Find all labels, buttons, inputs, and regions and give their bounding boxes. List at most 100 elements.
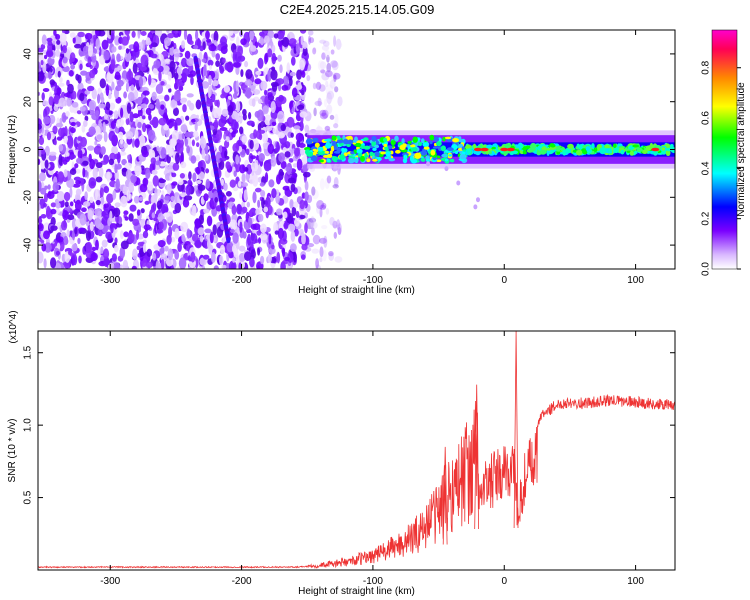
noise-cell (128, 213, 134, 222)
noise-cell (46, 205, 51, 218)
noise-cell (277, 227, 284, 240)
noise-cell (62, 56, 68, 64)
noise-cell (319, 204, 327, 210)
noise-cell (125, 131, 134, 140)
noise-cell (203, 208, 210, 214)
noise-cell (113, 262, 121, 269)
noise-cell (62, 159, 68, 165)
noise-cell (241, 182, 248, 187)
noise-cell (191, 118, 196, 123)
noise-cell (43, 258, 47, 269)
noise-cell (131, 265, 137, 269)
noise-cell (197, 184, 206, 191)
noise-cell (95, 176, 103, 183)
noise-cell (250, 223, 257, 230)
noise-cell (87, 56, 92, 66)
noise-cell (101, 219, 105, 224)
noise-cell (254, 187, 262, 193)
noise-cell (163, 37, 172, 47)
band-cell (449, 158, 455, 163)
noise-cell (74, 227, 78, 235)
band-cell (306, 151, 314, 157)
noise-cell (45, 50, 54, 58)
noise-cell (123, 91, 127, 99)
noise-cell (111, 145, 118, 155)
noise-cell (271, 188, 277, 199)
noise-cell (79, 63, 83, 71)
noise-cell (69, 118, 78, 123)
noise-cell (58, 97, 66, 108)
noise-cell (125, 48, 130, 54)
noise-cell (186, 57, 194, 67)
band-cell (465, 145, 471, 149)
noise-cell (123, 231, 129, 238)
noise-cell (38, 47, 44, 53)
noise-cell (258, 129, 266, 134)
band-cell (330, 145, 335, 152)
noise-cell (192, 172, 197, 183)
noise-cell (209, 64, 212, 70)
noise-cell (115, 178, 121, 191)
noise-cell (232, 232, 239, 244)
noise-cell (262, 132, 269, 144)
noise-cell (47, 44, 53, 51)
noise-cell (195, 99, 202, 110)
y-scale-label: (x10^4) (8, 310, 19, 343)
x-tick-label: -300 (100, 576, 120, 587)
noise-cell (74, 168, 81, 174)
noise-cell (139, 65, 147, 72)
band-cell (350, 151, 355, 155)
noise-cell (63, 45, 67, 54)
noise-cell (147, 129, 156, 141)
noise-cell (78, 142, 82, 152)
noise-cell (244, 79, 253, 86)
band-cell (336, 159, 342, 163)
noise-cell (332, 72, 341, 80)
noise-cell (235, 154, 240, 165)
noise-cell (67, 214, 75, 221)
noise-cell (75, 180, 81, 185)
band-cell (620, 149, 625, 155)
noise-cell (290, 230, 296, 242)
noise-cell (211, 93, 216, 103)
noise-cell (74, 163, 79, 169)
noise-cell (302, 41, 308, 49)
noise-cell (249, 30, 255, 41)
noise-cell (81, 124, 86, 133)
noise-cell (55, 33, 61, 40)
noise-cell (187, 179, 193, 186)
noise-cell (41, 34, 47, 46)
noise-cell (301, 243, 308, 251)
noise-cell (219, 65, 225, 74)
noise-cell (151, 212, 155, 219)
noise-cell (141, 150, 149, 158)
noise-cell (165, 84, 171, 89)
band-cell (567, 143, 574, 150)
noise-cell (171, 172, 177, 178)
noise-cell (291, 56, 296, 66)
noise-cell (150, 157, 156, 164)
noise-cell (87, 145, 95, 151)
noise-cell (231, 244, 237, 253)
band-cell (539, 149, 547, 155)
noise-cell (99, 187, 104, 198)
noise-cell (94, 217, 101, 229)
noise-cell (268, 233, 272, 245)
noise-cell (106, 171, 111, 182)
band-cell (336, 139, 344, 144)
band-cell (454, 150, 459, 155)
y-tick-label: -20 (23, 190, 34, 205)
noise-cell (77, 237, 81, 245)
noise-cell (246, 120, 255, 126)
noise-cell (290, 132, 294, 138)
noise-cell (82, 167, 86, 178)
noise-cell (326, 104, 333, 115)
noise-cell (333, 231, 337, 239)
noise-cell (324, 98, 327, 108)
band-cell (356, 148, 363, 154)
noise-cell (264, 172, 269, 183)
noise-cell (328, 252, 335, 261)
noise-cell (108, 130, 116, 142)
noise-cell (53, 94, 60, 105)
noise-cell (205, 30, 210, 40)
